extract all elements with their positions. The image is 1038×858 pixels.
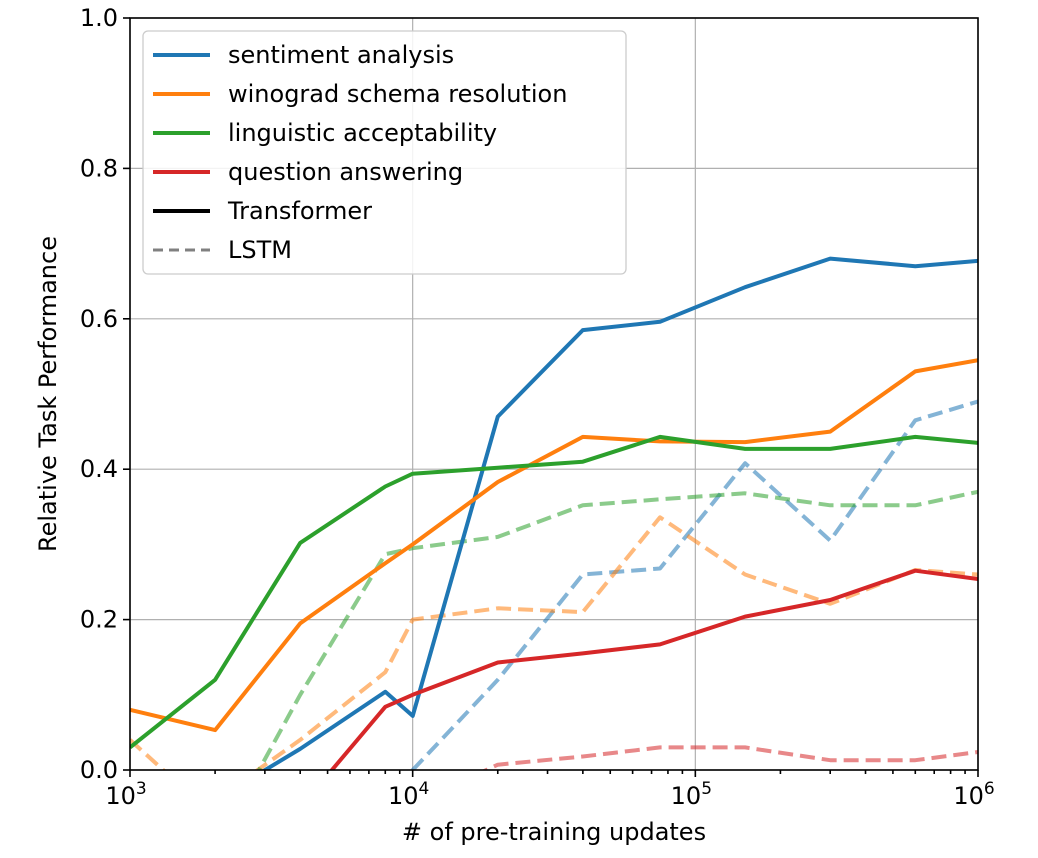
winograd-schema-resolution-lstm-line bbox=[130, 515, 978, 770]
y-tick-label: 0.8 bbox=[80, 154, 118, 182]
y-tick-label: 0.0 bbox=[80, 756, 118, 784]
x-axis-label: # of pre-training updates bbox=[402, 818, 706, 846]
transformer-series bbox=[130, 256, 978, 770]
y-axis-label: Relative Task Performance bbox=[34, 236, 62, 552]
x-tick-label: 106 bbox=[953, 779, 994, 810]
lstm-series bbox=[130, 399, 978, 770]
legend-label: winograd schema resolution bbox=[228, 80, 567, 108]
legend-box bbox=[142, 30, 627, 275]
question-answering-lstm-line bbox=[481, 745, 978, 770]
question-answering-transformer-line bbox=[329, 568, 978, 770]
y-tick-label: 1.0 bbox=[80, 4, 118, 32]
y-tick-label: 0.6 bbox=[80, 305, 118, 333]
sentiment-analysis-transformer-line bbox=[261, 256, 978, 770]
legend: sentiment analysis winograd schema resolu… bbox=[142, 30, 627, 275]
y-tick-label: 0.4 bbox=[80, 455, 118, 483]
plot-frame bbox=[129, 17, 979, 771]
y-tick-label: 0.2 bbox=[80, 606, 118, 634]
x-tick-label: 105 bbox=[671, 779, 712, 810]
x-tick-label: 103 bbox=[105, 779, 146, 810]
legend-label: question answering bbox=[228, 158, 463, 186]
legend-label: LSTM bbox=[228, 236, 292, 264]
linguistic-acceptability-transformer-line bbox=[130, 434, 978, 749]
linguistic-acceptability-lstm-line bbox=[256, 489, 978, 770]
x-tick-label: 104 bbox=[388, 779, 429, 810]
axis-ticks: 0.0 0.2 0.4 0.6 0.8 1.0 103 104 105 106 bbox=[80, 4, 995, 810]
legend-label: sentiment analysis bbox=[228, 41, 454, 69]
legend-label: linguistic acceptability bbox=[228, 119, 497, 147]
legend-label: Transformer bbox=[227, 197, 372, 225]
sentiment-analysis-lstm-line bbox=[410, 399, 978, 770]
winograd-schema-resolution-transformer-line bbox=[130, 358, 978, 733]
